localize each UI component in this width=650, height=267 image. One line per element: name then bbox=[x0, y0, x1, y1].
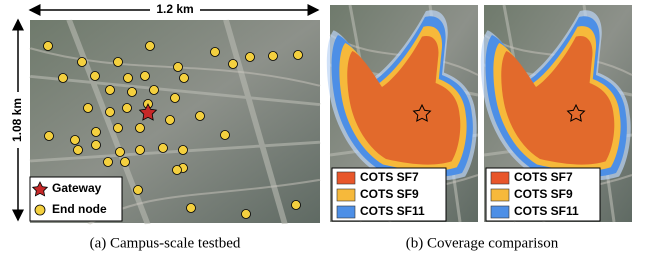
end-node bbox=[146, 42, 155, 51]
end-node bbox=[179, 146, 188, 155]
end-node bbox=[124, 74, 133, 83]
end-node bbox=[174, 63, 183, 72]
end-node bbox=[141, 72, 150, 81]
end-node bbox=[114, 124, 123, 133]
end-node bbox=[92, 128, 101, 137]
coverage-map: COTS SF7 COTS SF9 COTS SF11 bbox=[481, 5, 632, 222]
end-node bbox=[294, 51, 303, 60]
end-node bbox=[78, 58, 87, 67]
legend-label: COTS SF11 bbox=[514, 204, 579, 218]
figure: 1.2 km 1.08 km Gateway End node (a) Camp… bbox=[0, 0, 650, 267]
end-node bbox=[211, 48, 220, 57]
end-node bbox=[166, 116, 175, 125]
end-node bbox=[187, 204, 196, 213]
end-node bbox=[116, 148, 125, 157]
legend-label: COTS SF7 bbox=[360, 170, 419, 184]
legend-label: COTS SF11 bbox=[360, 204, 425, 218]
caption: (b) Coverage comparison bbox=[406, 235, 559, 251]
legend-label: End node bbox=[52, 202, 107, 216]
legend-label: COTS SF9 bbox=[514, 187, 573, 201]
end-node bbox=[136, 146, 145, 155]
end-node bbox=[134, 186, 143, 195]
end-node bbox=[229, 60, 238, 69]
end-node bbox=[128, 88, 137, 97]
end-node bbox=[180, 74, 189, 83]
end-node bbox=[292, 201, 301, 210]
end-node bbox=[59, 74, 68, 83]
caption: (a) Campus-scale testbed bbox=[90, 235, 241, 251]
end-node bbox=[242, 210, 251, 219]
panel-a: 1.2 km 1.08 km Gateway End node (a) Camp… bbox=[10, 2, 320, 251]
legend-swatch bbox=[337, 189, 355, 201]
end-node bbox=[121, 158, 130, 167]
legend-swatch bbox=[491, 172, 509, 184]
legend-swatch bbox=[491, 189, 509, 201]
end-node bbox=[104, 158, 113, 167]
coverage-map: COTS SF7 COTS SF9 COTS SF11 bbox=[327, 5, 478, 222]
end-node bbox=[123, 104, 132, 113]
legend-label: Gateway bbox=[52, 181, 102, 195]
scale-y: 1.08 km bbox=[10, 98, 24, 142]
end-node bbox=[114, 58, 123, 67]
end-node bbox=[44, 42, 53, 51]
end-node bbox=[92, 141, 101, 150]
end-node bbox=[246, 53, 255, 62]
end-node bbox=[84, 104, 93, 113]
end-node bbox=[106, 108, 115, 117]
legend-swatch bbox=[491, 206, 509, 218]
legend-label: COTS SF7 bbox=[514, 170, 573, 184]
end-node bbox=[136, 124, 145, 133]
end-node bbox=[221, 131, 230, 140]
end-node bbox=[45, 132, 54, 141]
end-node bbox=[171, 94, 180, 103]
end-node bbox=[106, 86, 115, 95]
end-node bbox=[150, 86, 159, 95]
end-node bbox=[71, 136, 80, 145]
legend-swatch bbox=[337, 172, 355, 184]
end-node bbox=[159, 144, 168, 153]
panel-b: (b) Coverage comparison COTS SF7 COTS SF9… bbox=[327, 5, 632, 251]
end-node bbox=[196, 112, 205, 121]
end-node bbox=[173, 166, 182, 175]
end-node bbox=[74, 146, 83, 155]
scale-x: 1.2 km bbox=[156, 2, 193, 16]
end-node bbox=[91, 72, 100, 81]
legend-label: COTS SF9 bbox=[360, 187, 419, 201]
legend-swatch bbox=[337, 206, 355, 218]
legend-dot bbox=[35, 205, 45, 215]
end-node bbox=[269, 52, 278, 61]
